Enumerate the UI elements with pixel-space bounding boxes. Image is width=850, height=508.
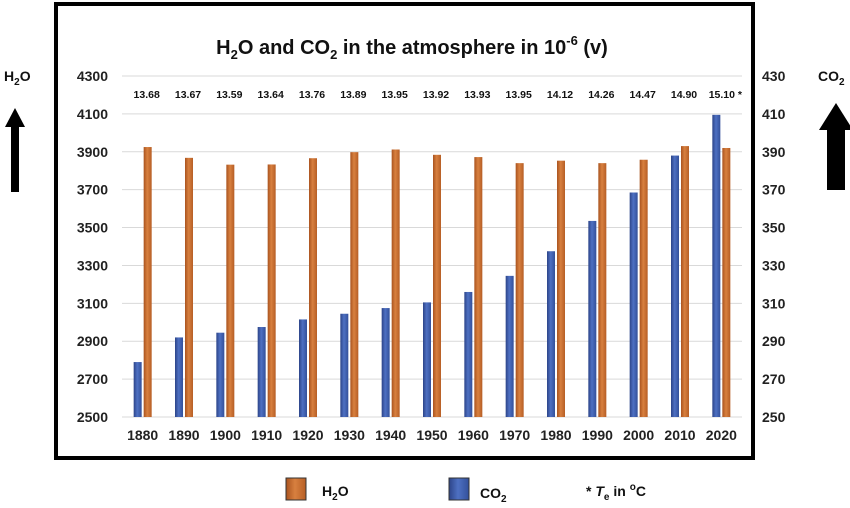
temperature-label: 14.26 bbox=[588, 89, 614, 101]
co2-bar bbox=[629, 192, 638, 417]
x-tick-label: 1920 bbox=[292, 427, 323, 443]
temperature-label: 14.47 bbox=[630, 89, 656, 101]
grid-lines bbox=[122, 75, 742, 418]
x-tick-label: 1930 bbox=[334, 427, 365, 443]
right-tick-label: 410 bbox=[762, 106, 786, 122]
temperature-label: 13.93 bbox=[464, 89, 490, 101]
legend-note-temperature: * Te in oC bbox=[586, 482, 646, 503]
co2-bar bbox=[588, 220, 597, 417]
x-tick-label: 1910 bbox=[251, 427, 282, 443]
x-tick-label: 1960 bbox=[458, 427, 489, 443]
h2o-bar bbox=[598, 163, 607, 417]
h2o-bar bbox=[722, 147, 731, 417]
left-axis-up-arrow-icon bbox=[5, 108, 25, 192]
x-tick-label: 1940 bbox=[375, 427, 406, 443]
x-axis-ticks: 1880 1890 1900 1910 1920 1930 1940 1950 1960 1970… bbox=[127, 427, 737, 443]
right-axis-up-arrow-icon bbox=[819, 103, 850, 190]
temperature-label: 13.68 bbox=[134, 89, 160, 101]
right-tick-label: 350 bbox=[762, 220, 786, 236]
x-tick-label: 2010 bbox=[664, 427, 695, 443]
left-axis-label: H2O bbox=[4, 68, 31, 88]
bars bbox=[133, 114, 731, 418]
x-tick-label: 1900 bbox=[210, 427, 241, 443]
right-tick-label: 310 bbox=[762, 295, 786, 311]
left-tick-label: 4100 bbox=[77, 106, 108, 122]
h2o-bar bbox=[267, 164, 276, 417]
h2o-bar bbox=[226, 164, 235, 417]
temperature-label: 13.76 bbox=[299, 89, 325, 101]
x-tick-label: 1890 bbox=[168, 427, 199, 443]
right-tick-label: 250 bbox=[762, 409, 786, 425]
h2o-bar bbox=[515, 163, 524, 417]
x-tick-label: 2020 bbox=[706, 427, 737, 443]
x-tick-label: 1980 bbox=[540, 427, 571, 443]
temperature-label: 14.12 bbox=[547, 89, 573, 101]
h2o-bar bbox=[557, 160, 565, 417]
left-tick-label: 4300 bbox=[77, 68, 108, 84]
left-tick-label: 2900 bbox=[77, 333, 108, 349]
chart-title: H2O and CO2 in the atmosphere in 10-6 (v… bbox=[216, 33, 608, 62]
co2-bar bbox=[423, 302, 431, 417]
legend-swatch-h2o bbox=[285, 477, 307, 501]
left-tick-label: 2500 bbox=[77, 409, 108, 425]
right-axis-label: CO2 bbox=[818, 68, 845, 88]
h2o-bar bbox=[391, 149, 400, 417]
h2o-bar bbox=[474, 157, 483, 418]
x-tick-label: 1950 bbox=[416, 427, 447, 443]
legend-label-co2: CO2 bbox=[480, 485, 507, 505]
left-tick-label: 3100 bbox=[77, 295, 108, 311]
h2o-bar bbox=[350, 152, 359, 417]
legend-swatch-co2 bbox=[448, 477, 470, 501]
x-tick-label: 1990 bbox=[582, 427, 613, 443]
h2o-bar bbox=[639, 159, 648, 418]
right-tick-label: 290 bbox=[762, 333, 786, 349]
left-tick-label: 2700 bbox=[77, 371, 108, 387]
temperature-label: 13.59 bbox=[216, 89, 242, 101]
co2-bar bbox=[712, 114, 721, 417]
left-tick-label: 3700 bbox=[77, 182, 108, 198]
chart-frame bbox=[54, 2, 755, 460]
right-tick-label: 370 bbox=[762, 182, 786, 198]
h2o-bar bbox=[681, 146, 689, 417]
x-tick-label: 1880 bbox=[127, 427, 158, 443]
temperature-labels: 13.68 13.67 13.59 13.64 13.76 13.89 13.95 13.92… bbox=[134, 89, 743, 101]
temperature-label: 13.67 bbox=[175, 89, 201, 101]
co2-bar bbox=[340, 313, 349, 417]
co2-bar bbox=[299, 319, 307, 417]
temperature-label: 13.64 bbox=[258, 89, 284, 101]
x-tick-label: 1970 bbox=[499, 427, 530, 443]
co2-bar bbox=[381, 308, 390, 417]
h2o-bar bbox=[433, 154, 441, 417]
legend-label-h2o: H2O bbox=[322, 483, 349, 503]
left-tick-label: 3900 bbox=[77, 144, 108, 160]
co2-bar bbox=[257, 327, 266, 417]
left-axis-ticks: 2500 2700 2900 3100 3300 3500 3700 3900 4100 4300 bbox=[77, 68, 108, 425]
right-tick-label: 390 bbox=[762, 144, 786, 160]
left-tick-label: 3300 bbox=[77, 257, 108, 273]
left-tick-label: 3500 bbox=[77, 220, 108, 236]
co2-bar bbox=[216, 332, 225, 417]
co2-bar bbox=[505, 275, 514, 417]
h2o-bar bbox=[143, 147, 152, 417]
h2o-bar bbox=[309, 158, 317, 418]
right-tick-label: 330 bbox=[762, 257, 786, 273]
temperature-label: 13.95 bbox=[506, 89, 532, 101]
co2-bar bbox=[133, 362, 142, 417]
co2-bar bbox=[547, 251, 555, 417]
co2-bar bbox=[671, 155, 679, 418]
right-axis-ticks: 250 270 290 310 330 350 370 390 410 430 bbox=[762, 68, 786, 425]
legend: H2O CO2 * Te in oC bbox=[285, 477, 646, 505]
temperature-label: 13.92 bbox=[423, 89, 449, 101]
temperature-label: 14.90 bbox=[671, 89, 697, 101]
h2o-bar bbox=[185, 157, 193, 417]
co2-bar bbox=[464, 291, 473, 417]
right-tick-label: 270 bbox=[762, 371, 786, 387]
x-tick-label: 2000 bbox=[623, 427, 654, 443]
temperature-label: 13.95 bbox=[382, 89, 408, 101]
temperature-label: 13.89 bbox=[340, 89, 366, 101]
right-tick-label: 430 bbox=[762, 68, 786, 84]
temperature-label: 15.10 * bbox=[709, 89, 743, 101]
co2-bar bbox=[175, 337, 183, 417]
